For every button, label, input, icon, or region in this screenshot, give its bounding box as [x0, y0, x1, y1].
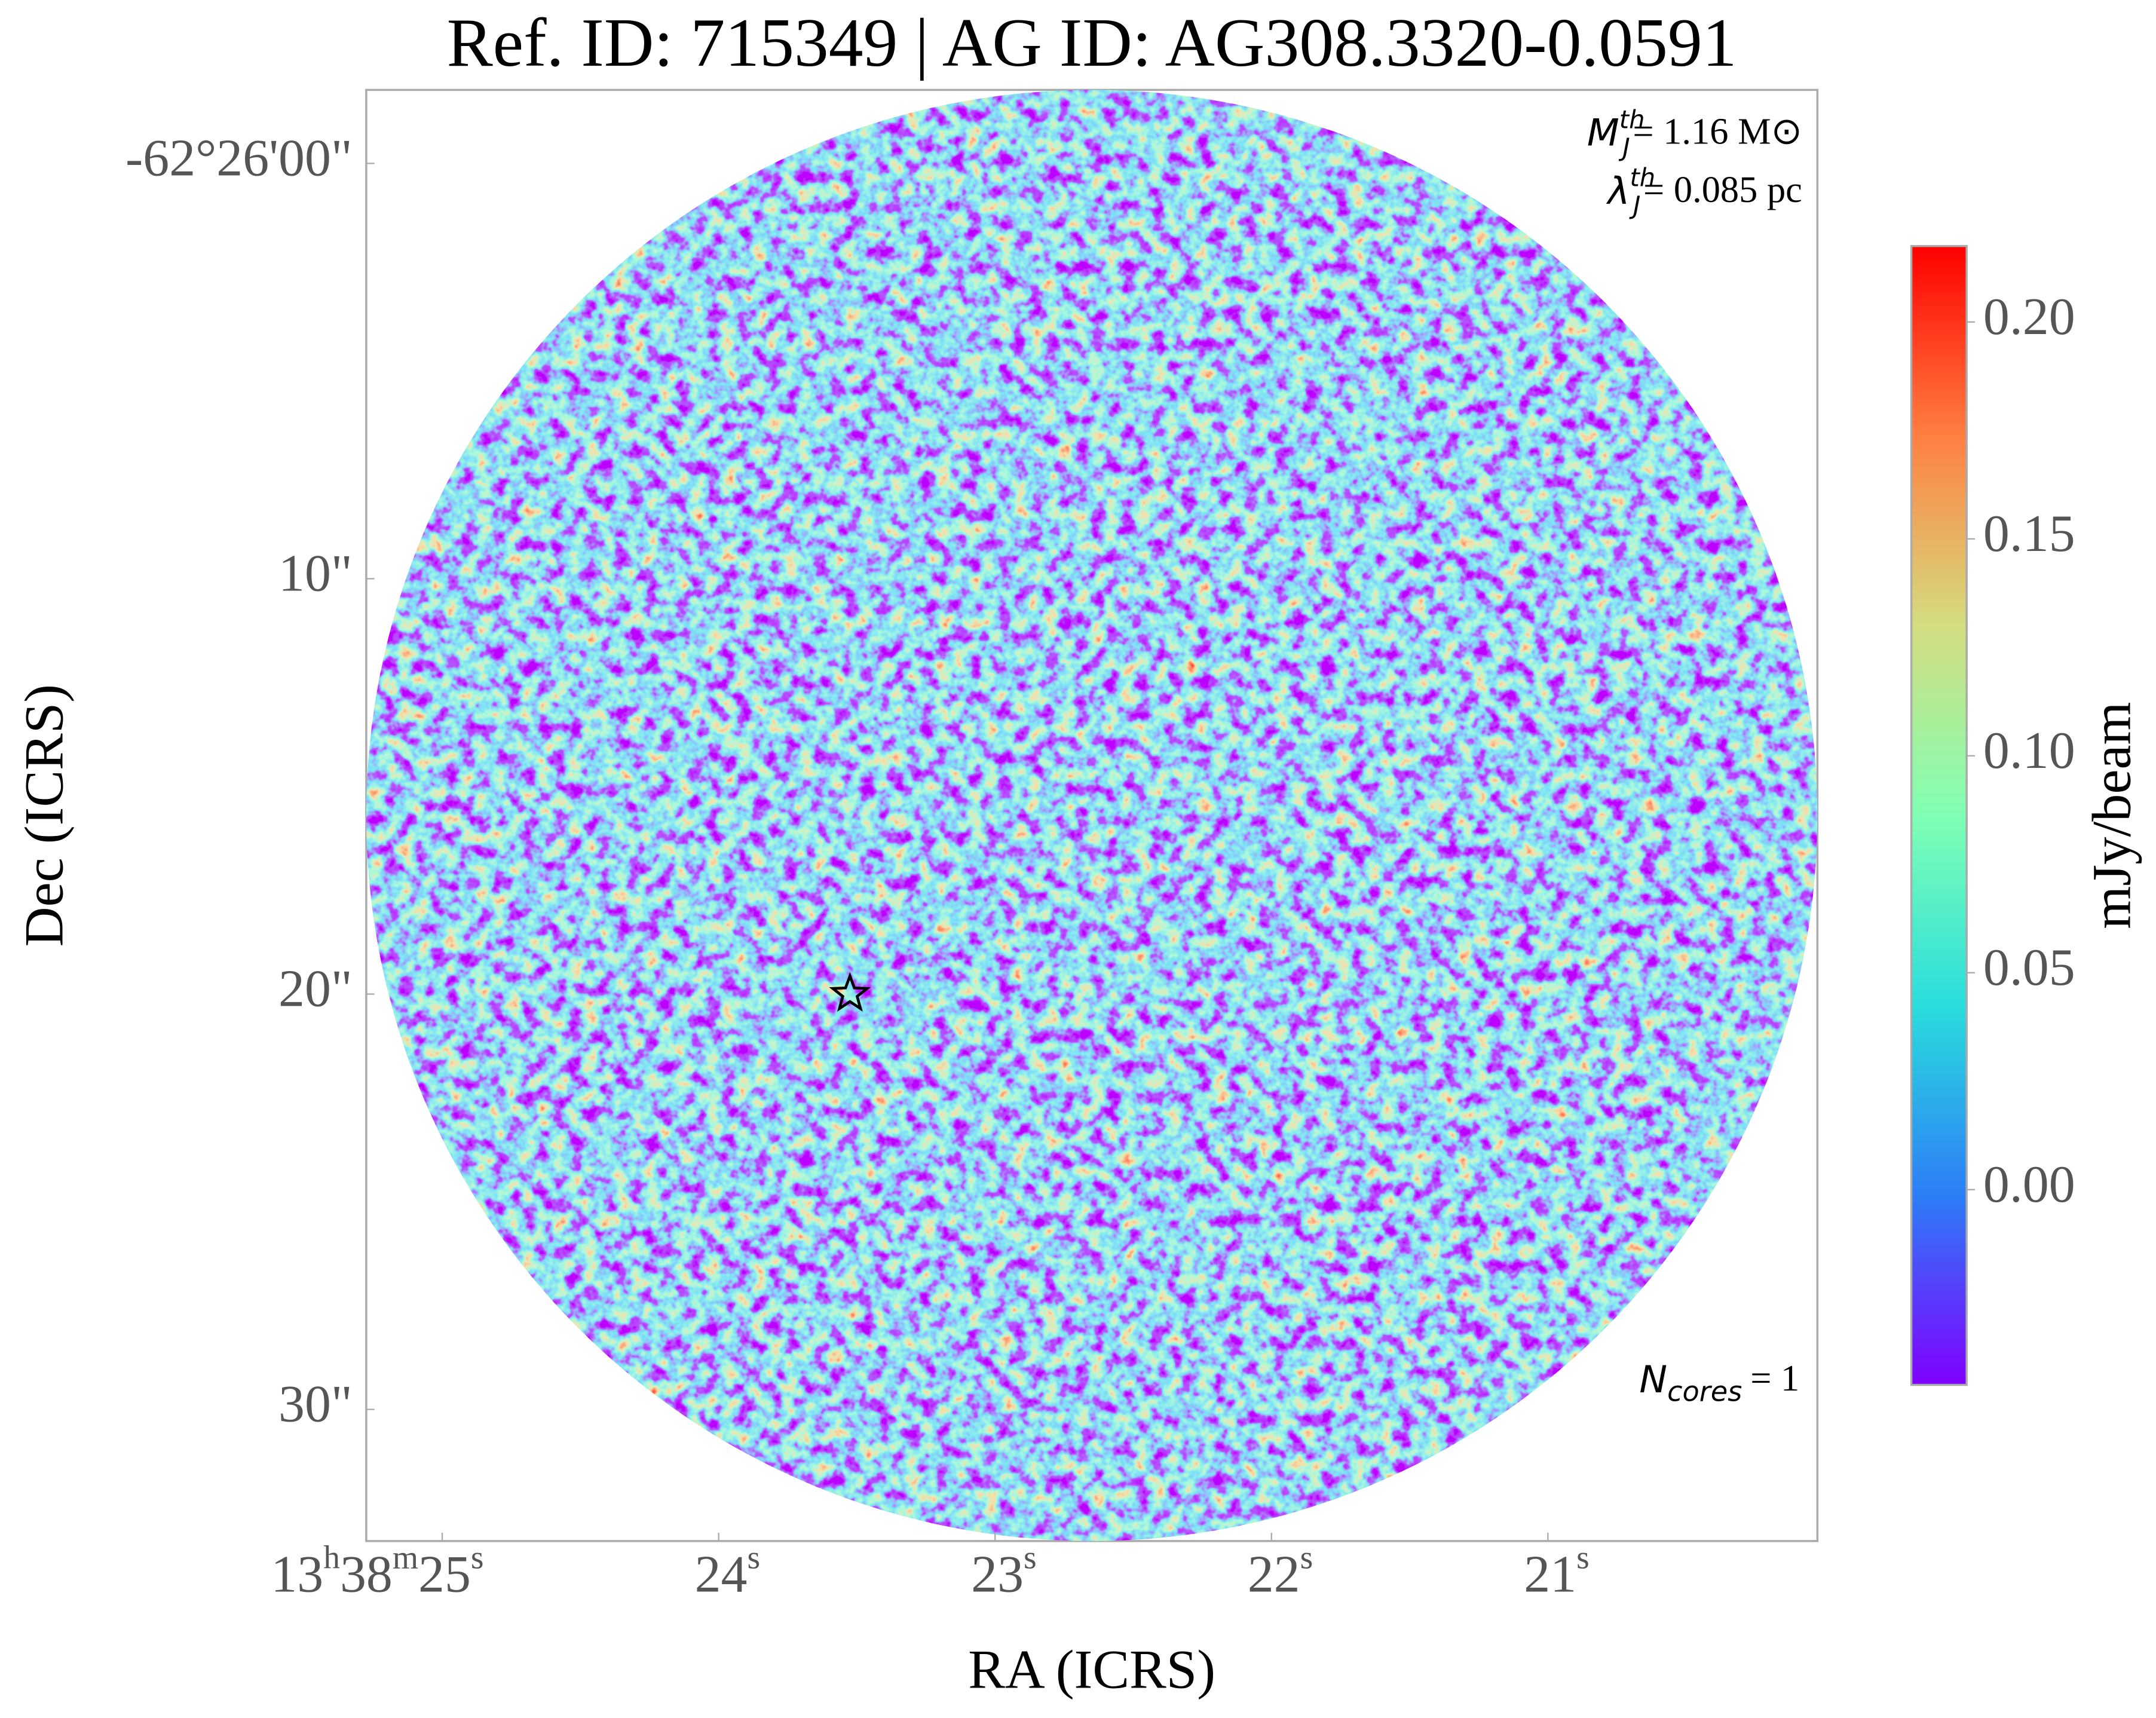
annotation-symbol: M [1587, 111, 1619, 155]
y-tick-label: 30" [278, 1376, 353, 1434]
y-tick-label: 10" [278, 545, 353, 603]
colorbar-tick-label: 0.00 [1983, 1156, 2075, 1214]
annotation-sub: cores [1667, 1375, 1742, 1407]
x-tick-label: 24s [695, 1539, 760, 1604]
intensity-map [366, 90, 1818, 1541]
colorbar-tick-label: 0.20 [1983, 288, 2075, 346]
x-tick-label: 23s [971, 1539, 1036, 1604]
colorbar-tick-label: 0.05 [1983, 939, 2075, 997]
colorbar-label: mJy/beam [2081, 702, 2142, 929]
annotation-sup: th [1630, 163, 1655, 192]
colorbar-tick-label: 0.10 [1983, 722, 2075, 780]
annotation: Ncores = 1 [1639, 1357, 1799, 1407]
y-tick-label: -62°26'00" [125, 130, 353, 188]
x-tick-label: 22s [1248, 1539, 1313, 1604]
annotation-text: = 1.16 M⊙ [1633, 111, 1802, 152]
annotation-sup: th [1619, 105, 1645, 134]
annotation-symbol: λ [1606, 169, 1630, 213]
annotation-text: = 0.085 pc [1643, 169, 1802, 210]
annotation: λth J = 0.085 pc [1606, 163, 1802, 220]
x-tick-label: 21s [1524, 1539, 1589, 1604]
core-marker [829, 972, 871, 1012]
x-tick-label: 13h38m25s [271, 1539, 483, 1604]
y-axis-label: Dec (ICRS) [14, 684, 75, 947]
annotation-symbol: N [1639, 1358, 1667, 1401]
colorbar [1910, 245, 1968, 1386]
annotation-text: = 1 [1750, 1357, 1799, 1399]
colorbar-tick-label: 0.15 [1983, 505, 2075, 563]
annotation: Mth J = 1.16 M⊙ [1587, 105, 1802, 162]
y-tick-label: 20" [278, 960, 353, 1018]
x-axis-label: RA (ICRS) [968, 1639, 1215, 1700]
chart-title: Ref. ID: 715349 | AG ID: AG308.3320-0.05… [447, 5, 1737, 81]
